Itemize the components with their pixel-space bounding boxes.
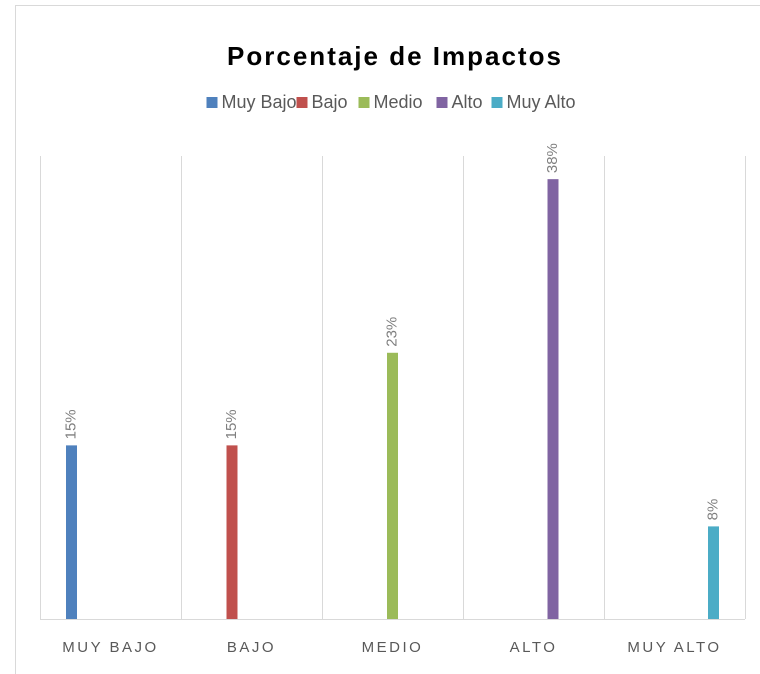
data-label: 15% (62, 409, 79, 439)
x-tick-label: MUY ALTO (627, 639, 721, 656)
x-tick-label: MUY BAJO (62, 639, 158, 656)
legend-swatch (206, 97, 218, 108)
bar (547, 179, 559, 619)
legend-label: Muy Bajo (222, 92, 297, 112)
data-label: 23% (383, 317, 400, 347)
legend-label: Bajo (312, 92, 348, 112)
bar (66, 445, 77, 619)
legend-swatch (296, 97, 308, 108)
legend-swatch (358, 97, 370, 108)
data-label: 38% (544, 143, 561, 173)
x-tick-label: ALTO (510, 639, 558, 656)
legend-label: Medio (374, 92, 423, 112)
bar (387, 352, 398, 619)
legend-label: Muy Alto (507, 92, 576, 112)
chart-title: Porcentaje de Impactos (227, 41, 563, 71)
bar (226, 445, 238, 619)
data-label: 8% (704, 499, 721, 521)
legend-label: Alto (452, 92, 483, 112)
data-label: 15% (223, 409, 240, 439)
bar (708, 526, 719, 619)
x-tick-label: BAJO (227, 639, 276, 656)
x-tick-label: MEDIO (362, 639, 424, 656)
legend-swatch (491, 97, 503, 108)
legend-swatch (436, 97, 448, 108)
